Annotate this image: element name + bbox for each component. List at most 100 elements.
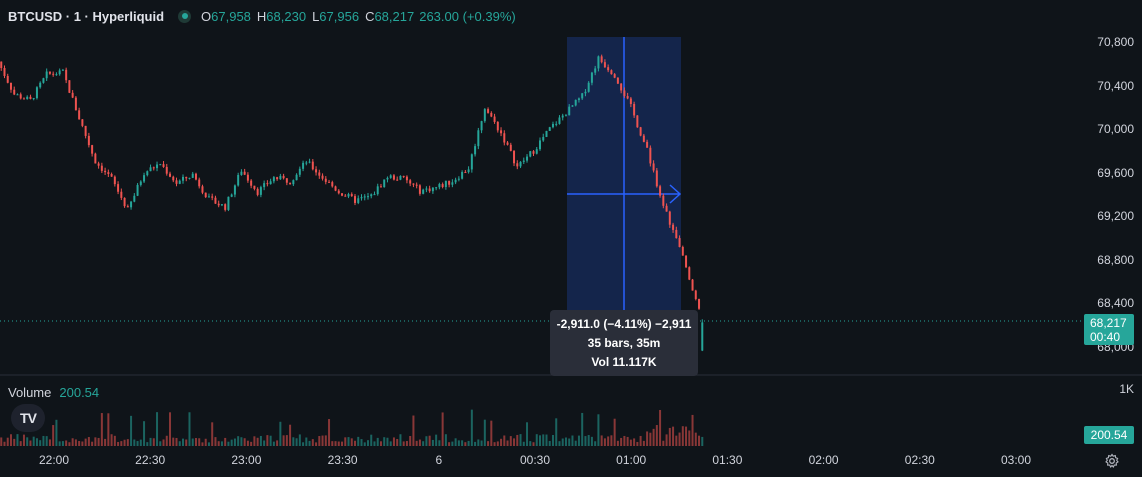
candle-body (629, 98, 632, 104)
candle-body (324, 178, 327, 182)
volume-bar (438, 440, 441, 446)
volume-bar (422, 441, 425, 446)
volume-bar (444, 434, 447, 446)
volume-bar (610, 435, 613, 446)
candle-body (366, 196, 369, 198)
candle-body (698, 299, 701, 309)
candle-body (399, 175, 402, 180)
volume-bar (672, 426, 675, 446)
volume-bar (681, 426, 684, 446)
candle-body (652, 163, 655, 171)
volume-bar (389, 441, 392, 446)
candle-body (341, 193, 344, 196)
candle-body (272, 177, 275, 182)
volume-bar (548, 440, 551, 446)
candle-body (152, 167, 155, 169)
volume-bar (45, 436, 48, 446)
volume-bar (366, 440, 369, 446)
volume-value: 200.54 (59, 385, 100, 400)
candle-body (321, 175, 324, 179)
candle-body (259, 187, 262, 195)
time-tick-label: 01:30 (712, 453, 743, 467)
close-value: 68,217 (374, 8, 415, 24)
volume-bar (428, 435, 431, 446)
volume-legend[interactable]: Volume 200.54 (8, 385, 99, 400)
market-status-icon[interactable] (178, 9, 192, 23)
volume-bar (35, 438, 38, 446)
candle-body (32, 98, 35, 100)
gear-icon[interactable] (1104, 453, 1120, 469)
candle-body (214, 197, 217, 204)
volume-bar (652, 428, 655, 446)
candle-body (110, 174, 113, 177)
candle-body (318, 172, 321, 176)
volume-bar (581, 412, 584, 446)
symbol-title[interactable]: BTCUSD · 1 · Hyperliquid (8, 8, 165, 24)
candle-body (29, 96, 32, 99)
candle-body (431, 187, 434, 192)
time-tick-label: 23:30 (327, 453, 358, 467)
candle-body (55, 74, 58, 76)
volume-bar (123, 439, 126, 446)
volume-bar (376, 437, 379, 446)
candle-body (328, 181, 331, 183)
candle-body (513, 150, 516, 164)
candle-body (590, 72, 593, 83)
volume-bar (490, 420, 493, 446)
candle-body (532, 151, 535, 154)
candle-body (477, 130, 480, 147)
candle-body (597, 56, 600, 69)
candle-body (156, 164, 159, 169)
volume-bar (360, 439, 363, 446)
candle-body (276, 177, 279, 180)
candle-body (39, 82, 42, 88)
candle-body (467, 169, 470, 173)
candle-body (545, 130, 548, 137)
candle-body (100, 165, 103, 171)
volume-bar (545, 434, 548, 446)
current-volume-tag: 200.54 (1084, 426, 1134, 444)
volume-bar (3, 441, 6, 446)
candle-body (26, 96, 29, 99)
volume-bar (668, 427, 671, 446)
candle-body (308, 161, 311, 163)
current-price-tag: 68,217 00:40 (1084, 314, 1134, 345)
measure-tooltip: -2,911.0 (−4.11%) −2,911 35 bars, 35m Vo… (550, 310, 698, 376)
candle-body (42, 78, 45, 83)
candle-body (626, 96, 629, 99)
time-tick-label: 03:00 (1000, 453, 1032, 467)
candle-body (3, 68, 6, 76)
volume-bar (558, 441, 561, 446)
measure-arrow-head (669, 184, 682, 204)
candle-body (269, 181, 272, 185)
volume-bar (71, 438, 74, 446)
volume-bar (22, 434, 25, 446)
volume-bar (587, 435, 590, 446)
candle-body (285, 178, 288, 183)
candle-body (594, 68, 597, 73)
volume-bar (113, 435, 116, 446)
time-tick-label: 02:00 (808, 453, 839, 467)
candle-body (146, 171, 149, 176)
candle-body (19, 94, 22, 99)
volume-bar (685, 426, 688, 446)
candle-body (139, 181, 142, 185)
volume-bar (461, 440, 464, 446)
price-tick-label: 68,800 (1097, 252, 1134, 267)
volume-bar (539, 435, 541, 446)
tradingview-logo-icon[interactable]: TV (11, 404, 45, 432)
volume-bar (642, 440, 645, 446)
candle-body (607, 67, 610, 71)
candle-body (581, 93, 584, 99)
candle-body (587, 82, 590, 92)
volume-bar (636, 441, 639, 446)
volume-bar (370, 434, 373, 446)
candle-body (253, 185, 256, 189)
volume-bar (13, 438, 16, 446)
candle-body (97, 163, 100, 166)
candle-body (207, 196, 210, 198)
candle-body (61, 69, 64, 71)
candle-body (243, 171, 246, 175)
